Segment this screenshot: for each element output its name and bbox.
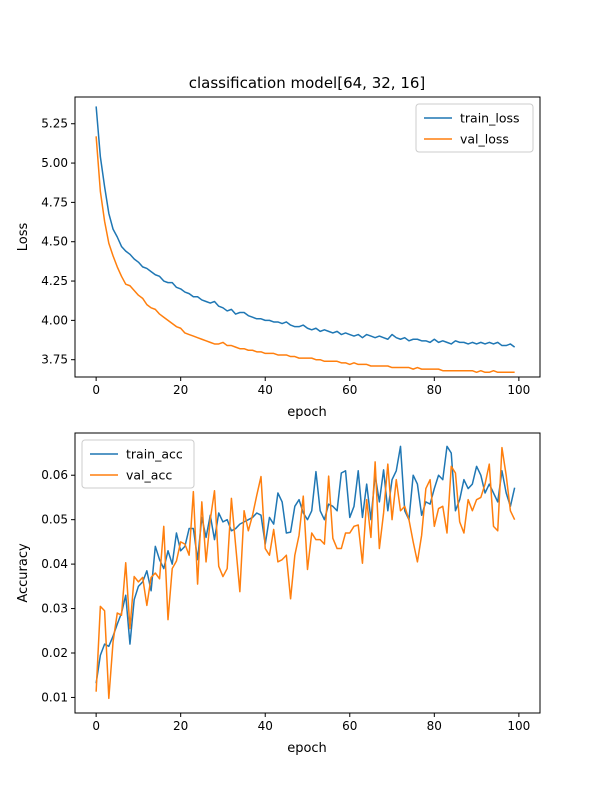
val_acc-line	[95, 446, 516, 700]
y-tick-label: 5.00	[41, 156, 68, 170]
legend-box	[81, 439, 195, 489]
x-tick-label: 40	[258, 383, 273, 397]
val_loss-legend-label: val_loss	[460, 132, 509, 147]
y-tick-label: 5.25	[41, 117, 68, 131]
y-tick-label: 4.75	[41, 195, 68, 209]
x-tick-label: 20	[173, 719, 188, 733]
loss-chart-legend: train_loss val_loss	[415, 103, 534, 153]
accuracy-chart-lines	[95, 445, 516, 700]
train_loss-line	[95, 106, 516, 348]
loss-chart-ticks: 0 20 40 60 80 100 3.75 4.00 4.25 4.50 4.75 5.00 5.25	[41, 117, 530, 397]
y-tick-label: 0.04	[41, 557, 68, 571]
train_loss-legend-label: train_loss	[460, 111, 520, 126]
x-tick-label: 0	[92, 719, 100, 733]
y-tick-label: 4.25	[41, 274, 68, 288]
loss-chart-xlabel: epoch	[287, 405, 327, 420]
y-tick-label: 0.01	[41, 690, 68, 704]
legend-box	[415, 103, 534, 153]
y-tick-label: 0.02	[41, 646, 68, 660]
train_acc-legend-label: train_acc	[126, 447, 183, 462]
x-tick-label: 100	[507, 383, 530, 397]
x-tick-label: 60	[342, 719, 357, 733]
val_loss-line	[95, 136, 515, 374]
y-tick-label: 4.00	[41, 313, 68, 327]
x-tick-label: 80	[427, 719, 442, 733]
accuracy-chart-legend: train_acc val_acc	[81, 439, 195, 489]
x-tick-label: 0	[92, 383, 100, 397]
accuracy-chart-xlabel: epoch	[287, 741, 327, 756]
loss-chart: classification model[64, 32, 16] epoch L…	[16, 74, 541, 420]
y-tick-label: 0.05	[41, 513, 68, 527]
accuracy-chart-ticks: 0 20 40 60 80 100 0.01 0.02 0.03 0.04 0.05 0.06	[41, 468, 530, 733]
accuracy-chart-ylabel: Accuracy	[16, 543, 31, 603]
loss-chart-lines	[95, 106, 516, 374]
x-tick-label: 20	[173, 383, 188, 397]
x-tick-label: 80	[427, 383, 442, 397]
y-tick-label: 3.75	[41, 353, 68, 367]
y-tick-label: 0.06	[41, 468, 68, 482]
loss-chart-title: classification model[64, 32, 16]	[189, 74, 426, 92]
x-tick-label: 100	[507, 719, 530, 733]
y-tick-label: 0.03	[41, 602, 68, 616]
y-tick-label: 4.50	[41, 235, 68, 249]
x-tick-label: 40	[258, 719, 273, 733]
x-tick-label: 60	[342, 383, 357, 397]
accuracy-chart: epoch Accuracy 0 20 40 60 80 1000.010.020.030…	[16, 432, 541, 756]
loss-chart-ylabel: Loss	[16, 223, 31, 252]
loss-chart-frame	[74, 96, 541, 378]
val_acc-legend-label: val_acc	[126, 468, 172, 483]
accuracy-chart-frame	[74, 432, 541, 714]
